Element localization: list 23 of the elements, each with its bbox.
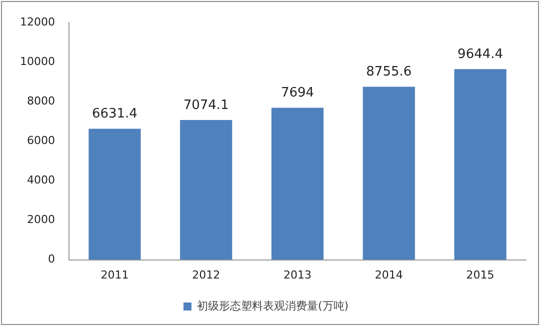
legend-label: 初级形态塑料表观消费量(万吨) — [196, 299, 349, 312]
bar — [180, 120, 232, 260]
data-label: 7694 — [280, 86, 314, 101]
data-label: 9644.4 — [458, 47, 504, 62]
x-tick-label: 2012 — [192, 268, 220, 282]
x-tick-label: 2013 — [283, 268, 312, 282]
y-tick-label: 8000 — [26, 94, 55, 108]
bar — [454, 69, 506, 260]
y-tick-label: 2000 — [26, 213, 55, 226]
y-tick-label: 12000 — [20, 15, 55, 28]
y-tick-label: 4000 — [26, 174, 55, 187]
y-tick-label: 6000 — [26, 134, 55, 148]
bar — [271, 108, 324, 260]
data-label: 6631.4 — [92, 106, 138, 122]
bar — [362, 86, 415, 260]
x-tick-label: 2014 — [374, 268, 403, 282]
x-tick-label: 2011 — [100, 268, 129, 282]
y-tick-label: 0 — [48, 252, 55, 266]
data-label: 8755.6 — [366, 64, 412, 80]
x-tick-label: 2015 — [466, 268, 494, 282]
bar — [88, 128, 141, 260]
y-tick-label: 10000 — [20, 54, 55, 68]
data-label: 7074.1 — [183, 98, 229, 113]
